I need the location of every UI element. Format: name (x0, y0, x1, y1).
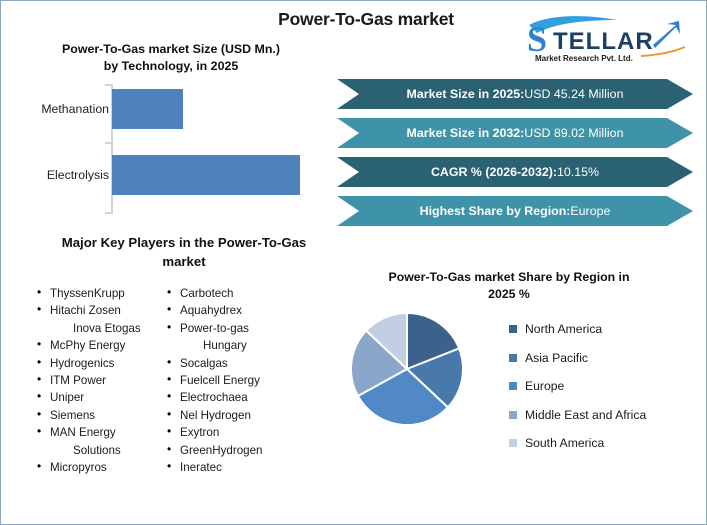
kpi-value: USD 89.02 Million (524, 126, 624, 140)
key-players-column-right: CarbotechAquahydrexPower-to-gas HungarySo… (167, 284, 327, 476)
bar-chart-title-line1: Power-To-Gas market Size (USD Mn.) (61, 42, 281, 56)
pie-slice (405, 347, 464, 409)
bar-chart-plot: Methanation Electrolysis (15, 84, 327, 214)
bar-rect-electrolysis (112, 155, 300, 195)
legend-swatch-icon (509, 439, 517, 448)
axis-tick (105, 84, 111, 86)
key-players-title: Major Key Players in the Power-To-Gas ma… (34, 233, 334, 271)
key-player-item: ITM Power (37, 371, 167, 389)
pie-legend-item: Asia Pacific (509, 344, 646, 373)
kpi-label: Market Size in 2025: (406, 87, 525, 101)
bar-chart-axis (111, 84, 113, 214)
kpi-label: Highest Share by Region: (419, 204, 571, 218)
legend-swatch-icon (509, 325, 517, 334)
kpi-banner-cagr: CAGR % (2026-2032): 10.15% (337, 157, 693, 187)
bar-category-label: Methanation (41, 102, 109, 116)
key-player-item: Hungary (203, 339, 247, 353)
key-player-item: Uniper (37, 388, 167, 406)
key-player-item: ThyssenKrupp (37, 284, 167, 302)
key-players-title-line1: Major Key Players in the Power-To-Gas (61, 235, 307, 250)
kpi-label: Market Size in 2032: (406, 126, 525, 140)
key-player-item: Inova Etogas (73, 321, 141, 335)
pie-legend-item: North America (509, 315, 646, 344)
pie-slice (364, 311, 408, 372)
pie-chart-legend: North America Asia Pacific Europe Middle Ea… (509, 315, 646, 458)
key-player-item: Ineratec (167, 458, 327, 476)
pie-chart-graphic (350, 311, 464, 426)
key-players-column-left: ThyssenKruppHitachi Zosen Inova EtogasMcP… (37, 284, 167, 476)
key-player-item: McPhy Energy (37, 336, 167, 354)
kpi-value: USD 45.24 Million (524, 87, 624, 101)
legend-swatch-icon (509, 382, 517, 391)
pie-chart-section: Power-To-Gas market Share by Region in 2… (349, 269, 699, 519)
pie-chart-body: North America Asia Pacific Europe Middle Ea… (349, 311, 699, 458)
key-players-columns: ThyssenKruppHitachi Zosen Inova EtogasMcP… (19, 284, 349, 476)
pie-legend-item: Europe (509, 372, 646, 401)
pie-chart-title: Power-To-Gas market Share by Region in 2… (359, 269, 659, 303)
pie-slice (356, 367, 450, 426)
key-player-item: Micropyros (37, 458, 167, 476)
legend-swatch-icon (509, 353, 517, 362)
pie-slice (406, 311, 461, 371)
key-player-item: Solutions (73, 443, 121, 457)
stellar-logo: S TELLAR Market Research Pvt. Ltd. (513, 11, 698, 63)
bar-chart-title: Power-To-Gas market Size (USD Mn.) by Te… (26, 41, 316, 75)
logo-underline-icon (640, 46, 686, 57)
bar-row: Methanation (15, 89, 327, 129)
legend-swatch-icon (509, 410, 517, 419)
bar-rect-methanation (112, 89, 183, 129)
bar-chart: Power-To-Gas market Size (USD Mn.) by Te… (15, 41, 327, 223)
key-players-title-line2: market (162, 254, 206, 269)
pie-chart-title-line2: 2025 % (488, 287, 530, 301)
key-player-item: Power-to-gas (167, 319, 327, 337)
page-title: Power-To-Gas market (278, 9, 454, 29)
pie-slice (350, 329, 409, 398)
legend-label: Middle East and Africa (525, 407, 647, 422)
logo-arrow-icon (653, 21, 680, 48)
key-player-item: Electrochaea (167, 388, 327, 406)
kpi-banner-market-size-2032: Market Size in 2032: USD 89.02 Million (337, 118, 693, 148)
key-player-item: Carbotech (167, 284, 327, 302)
kpi-value: Europe (570, 204, 611, 218)
logo-initial: S (527, 19, 547, 59)
key-player-item: Hitachi Zosen (37, 301, 167, 319)
kpi-banner-market-size-2025: Market Size in 2025: USD 45.24 Million (337, 79, 693, 109)
pie-legend-item: Middle East and Africa (509, 401, 646, 430)
logo-tagline: Market Research Pvt. Ltd. (535, 54, 633, 63)
axis-tick (105, 212, 111, 214)
key-player-item: Hydrogenics (37, 354, 167, 372)
pie-chart-graphic-wrap (349, 311, 469, 458)
key-player-item: MAN Energy (37, 423, 167, 441)
legend-label: South America (525, 436, 605, 451)
pie-chart-title-line1: Power-To-Gas market Share by Region in (388, 270, 630, 284)
key-player-item: Nel Hydrogen (167, 406, 327, 424)
key-player-item: Fuelcell Energy (167, 371, 327, 389)
kpi-banner-highest-share: Highest Share by Region: Europe (337, 196, 693, 226)
logo-swoosh-icon (529, 16, 617, 33)
legend-label: Europe (525, 379, 565, 394)
key-player-item: GreenHydrogen (167, 441, 327, 459)
kpi-label: CAGR % (2026-2032): (430, 165, 557, 179)
key-players-section: Major Key Players in the Power-To-Gas ma… (19, 233, 349, 476)
bar-chart-title-line2: by Technology, in 2025 (103, 59, 239, 73)
logo-wordmark: TELLAR (553, 28, 654, 55)
key-player-item: Aquahydrex (167, 301, 327, 319)
key-player-item: Exytron (167, 423, 327, 441)
kpi-value: 10.15% (557, 165, 600, 179)
bar-category-label: Electrolysis (46, 168, 109, 182)
logo-graphic: S TELLAR Market Research Pvt. Ltd. (527, 16, 686, 63)
pie-legend-item: South America (509, 429, 646, 458)
legend-label: Asia Pacific (525, 350, 588, 365)
key-player-item: Siemens (37, 406, 167, 424)
key-player-item: Socalgas (167, 354, 327, 372)
axis-tick (105, 142, 111, 144)
kpi-banner-list: Market Size in 2025: USD 45.24 Million M… (337, 79, 693, 235)
bar-row: Electrolysis (15, 155, 327, 195)
legend-label: North America (525, 322, 603, 337)
